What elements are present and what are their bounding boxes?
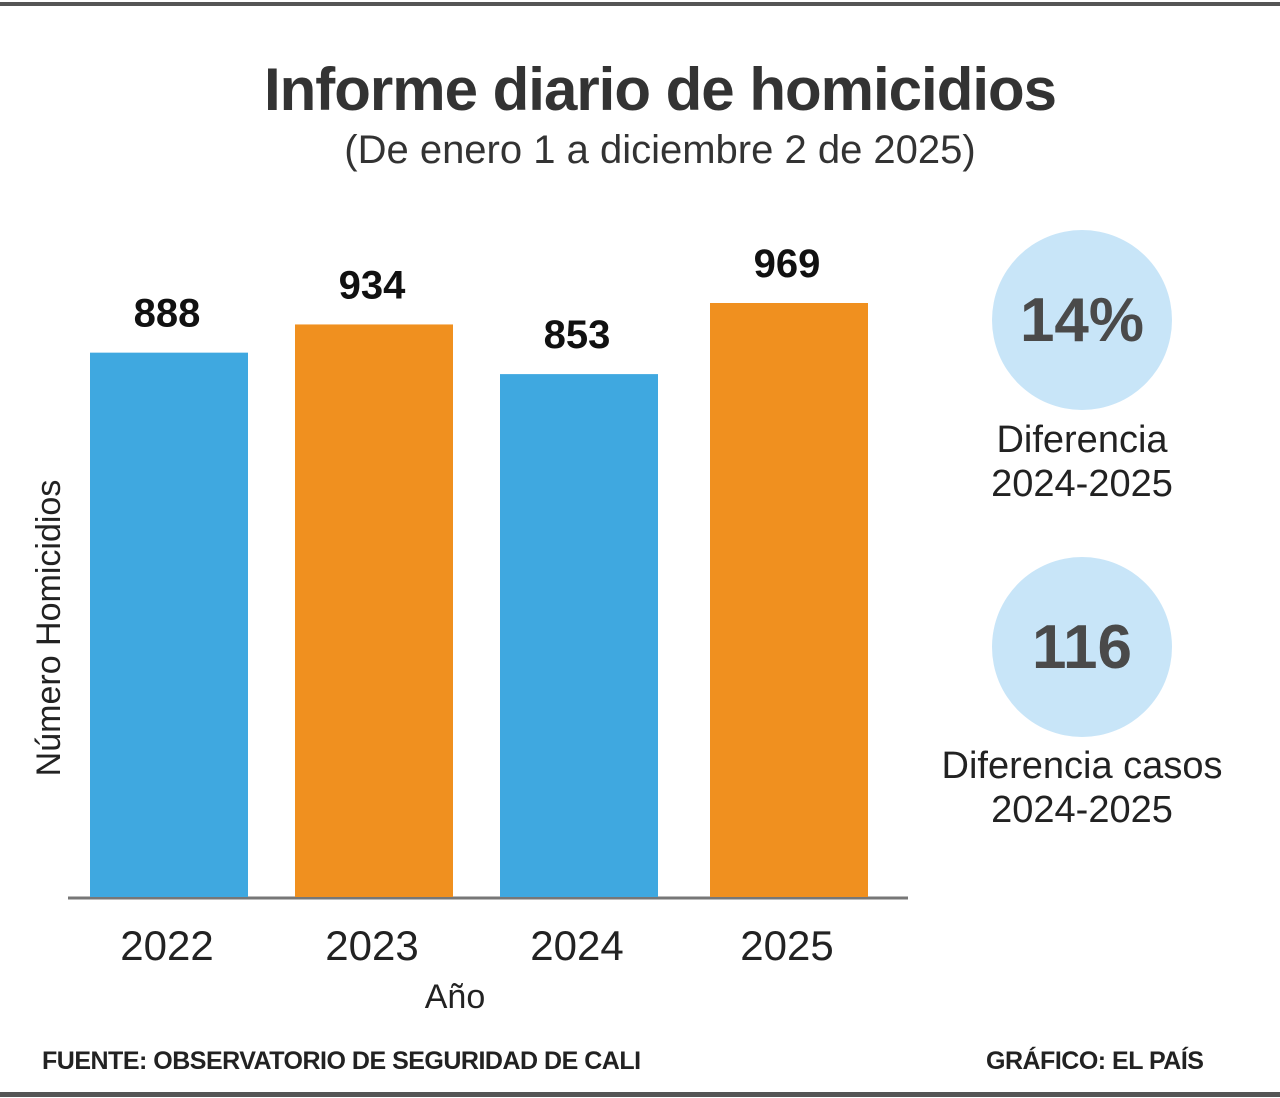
stat-label-percent: Diferencia 2024-2025: [940, 418, 1224, 506]
bar-2025: [710, 303, 868, 897]
stat-label-line: 2024-2025: [991, 789, 1173, 831]
y-axis-label: Número Homicidios: [30, 480, 68, 777]
bar-2023: [295, 324, 453, 898]
chart-title: Informe diario de homicidios: [263, 56, 1057, 123]
data-label: 969: [754, 242, 821, 286]
stat-label-line: 2024-2025: [991, 463, 1173, 505]
data-label: 853: [544, 313, 611, 357]
top-rule: [0, 2, 1280, 6]
bar-2022: [90, 352, 248, 897]
bottom-rule: [0, 1092, 1280, 1097]
stat-label-line: Diferencia casos: [941, 745, 1223, 787]
stat-circle-cases: 116: [992, 557, 1172, 737]
x-axis-label: Año: [425, 978, 486, 1016]
stat-circle-percent: 14%: [992, 230, 1172, 410]
stat-label-line: Diferencia: [996, 419, 1168, 461]
bar-2024: [500, 374, 658, 897]
stat-value: 116: [1031, 612, 1133, 682]
credit-note: GRÁFICO: EL PAÍS: [986, 1047, 1204, 1075]
data-label: 888: [134, 292, 201, 336]
x-tick-label: 2024: [530, 922, 623, 969]
data-label: 934: [339, 263, 406, 307]
x-tick-label: 2022: [120, 922, 213, 969]
stat-value: 14%: [1019, 285, 1145, 355]
stat-label-cases: Diferencia casos 2024-2025: [920, 744, 1244, 832]
x-tick-label: 2023: [325, 922, 418, 969]
source-note: FUENTE: OBSERVATORIO DE SEGURIDAD DE CAL…: [42, 1047, 641, 1075]
x-tick-label: 2025: [740, 922, 833, 969]
chart-subtitle: (De enero 1 a diciembre 2 de 2025): [344, 128, 976, 172]
